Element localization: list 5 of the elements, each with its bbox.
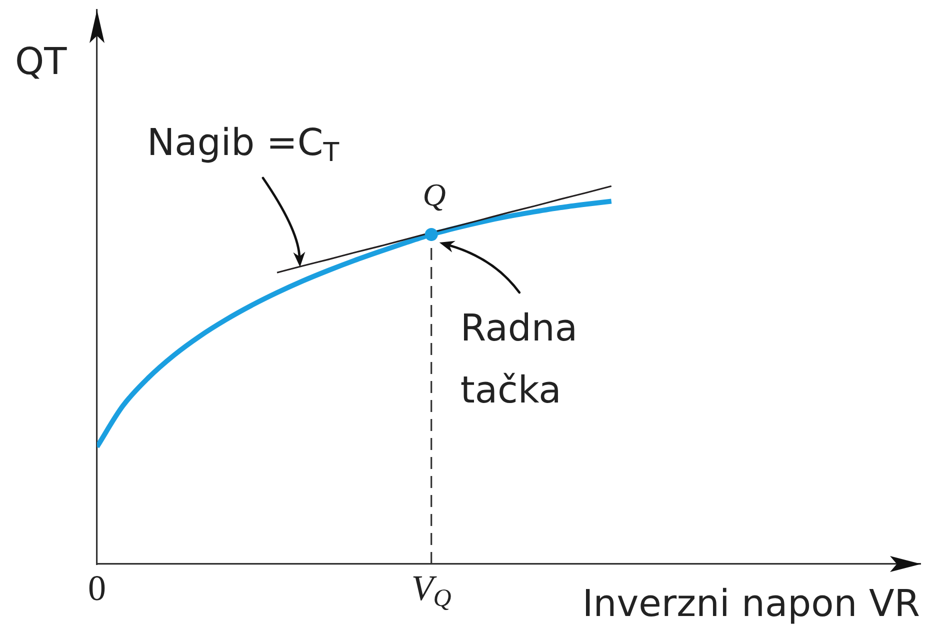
y-axis-title: QT <box>15 40 68 83</box>
x-tick-label: 0 <box>88 568 106 608</box>
x-axis-title: Inverzni napon VR <box>582 582 920 625</box>
annotation: Radna tačka <box>460 306 578 412</box>
annotation: Q <box>422 176 446 212</box>
